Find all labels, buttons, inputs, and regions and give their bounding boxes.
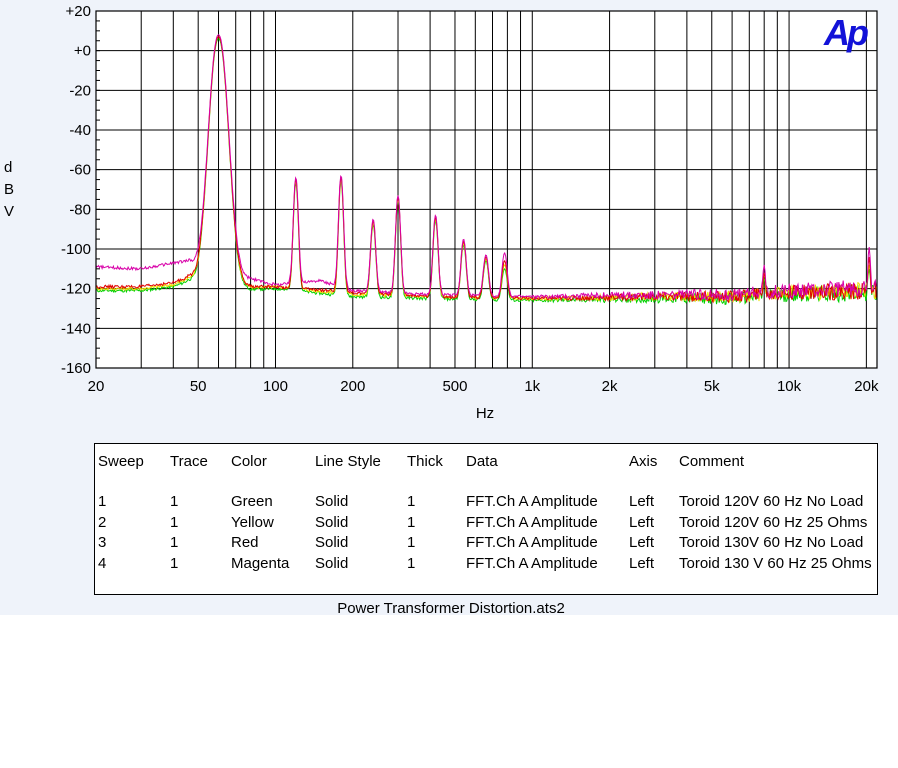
y-tick-label: +0 bbox=[74, 43, 91, 60]
legend-cell-comment: Toroid 130V 60 Hz No Load bbox=[679, 534, 864, 551]
legend-cell-trace: 1 bbox=[170, 554, 179, 572]
legend-cell-comment: Toroid 130 V 60 Hz 25 Ohms bbox=[679, 554, 872, 572]
legend-cell-data: FFT.Ch A Amplitude bbox=[466, 493, 598, 510]
x-tick-label: 10k bbox=[777, 378, 802, 395]
legend-cell-thick: 1 bbox=[407, 513, 416, 531]
legend-cell-comment: Toroid 120V 60 Hz No Load bbox=[679, 493, 864, 510]
legend-header-line-style: Line Style bbox=[315, 453, 381, 470]
legend-cell-axis: Left bbox=[629, 513, 655, 531]
legend-cell-data: FFT.Ch A Amplitude bbox=[466, 513, 598, 531]
legend-cell-thick: 1 bbox=[407, 493, 416, 510]
y-tick-label: -160 bbox=[61, 360, 91, 377]
legend-cell-line-style: Solid bbox=[315, 493, 349, 510]
legend-cell-sweep: 1 bbox=[98, 493, 107, 510]
series-layer bbox=[95, 34, 878, 306]
legend-cell-axis: Left bbox=[629, 554, 655, 572]
file-name: Power Transformer Distortion.ats2 bbox=[337, 600, 565, 617]
legend-cell-thick: 1 bbox=[407, 534, 416, 551]
y-tick-label: -20 bbox=[69, 82, 91, 99]
legend-header-data: Data bbox=[466, 453, 498, 470]
legend-cell-trace: 1 bbox=[170, 493, 179, 510]
legend-header-thick: Thick bbox=[407, 453, 443, 470]
legend-header-sweep: Sweep bbox=[98, 453, 144, 470]
y-tick-label: +20 bbox=[66, 3, 91, 20]
legend-cell-color: Magenta bbox=[231, 554, 290, 572]
legend-header-trace: Trace bbox=[170, 453, 208, 470]
legend-cell-color: Red bbox=[231, 534, 259, 551]
legend-cell-sweep: 3 bbox=[98, 534, 107, 551]
legend-cell-color: Yellow bbox=[231, 513, 274, 531]
legend-cell-trace: 1 bbox=[170, 513, 179, 531]
x-axis-label: Hz bbox=[476, 405, 494, 422]
y-axis-label-b: B bbox=[4, 181, 15, 198]
y-axis-label-v: V bbox=[4, 203, 15, 220]
ap-logo: Ap bbox=[824, 12, 869, 53]
x-tick-label: 1k bbox=[524, 378, 540, 395]
x-tick-label: 20k bbox=[854, 378, 879, 395]
legend-cell-data: FFT.Ch A Amplitude bbox=[466, 534, 598, 551]
y-tick-label: -140 bbox=[61, 320, 91, 337]
plot-area bbox=[96, 11, 877, 368]
x-tick-label: 20 bbox=[88, 378, 105, 395]
x-tick-label: 200 bbox=[340, 378, 365, 395]
legend-cell-sweep: 4 bbox=[98, 554, 107, 572]
x-tick-label: 2k bbox=[602, 378, 618, 395]
x-tick-label: 50 bbox=[190, 378, 207, 395]
legend-header-color: Color bbox=[231, 453, 267, 470]
legend-cell-comment: Toroid 120V 60 Hz 25 Ohms bbox=[679, 513, 868, 531]
legend-cell-axis: Left bbox=[629, 493, 655, 510]
series-line-magenta bbox=[95, 34, 878, 303]
legend-cell-line-style: Solid bbox=[315, 554, 349, 572]
legend-cell-trace: 1 bbox=[170, 534, 179, 551]
x-tick-label: 500 bbox=[442, 378, 467, 395]
legend-cell-line-style: Solid bbox=[315, 534, 349, 551]
legend-cell-thick: 1 bbox=[407, 554, 416, 572]
legend-header-axis: Axis bbox=[629, 453, 658, 470]
y-tick-label: -100 bbox=[61, 241, 91, 258]
y-tick-label: -60 bbox=[69, 162, 91, 179]
legend-header-comment: Comment bbox=[679, 453, 745, 470]
legend-cell-data: FFT.Ch A Amplitude bbox=[466, 554, 598, 572]
legend-cell-sweep: 2 bbox=[98, 513, 107, 531]
legend-table: Sweep Trace Color Line Style Thick Data Axis Co… bbox=[94, 443, 878, 595]
y-axis-label-d: d bbox=[4, 159, 13, 176]
x-tick-label: 5k bbox=[704, 378, 720, 395]
legend-cell-line-style: Solid bbox=[315, 513, 349, 531]
legend-cell-color: Green bbox=[231, 493, 273, 510]
y-tick-label: -120 bbox=[61, 281, 91, 298]
x-tick-label: 100 bbox=[263, 378, 288, 395]
plot-frame bbox=[95, 10, 878, 369]
grid bbox=[95, 10, 877, 369]
legend-cell-axis: Left bbox=[629, 534, 655, 551]
y-tick-label: -40 bbox=[69, 122, 91, 139]
y-tick-label: -80 bbox=[69, 201, 91, 218]
